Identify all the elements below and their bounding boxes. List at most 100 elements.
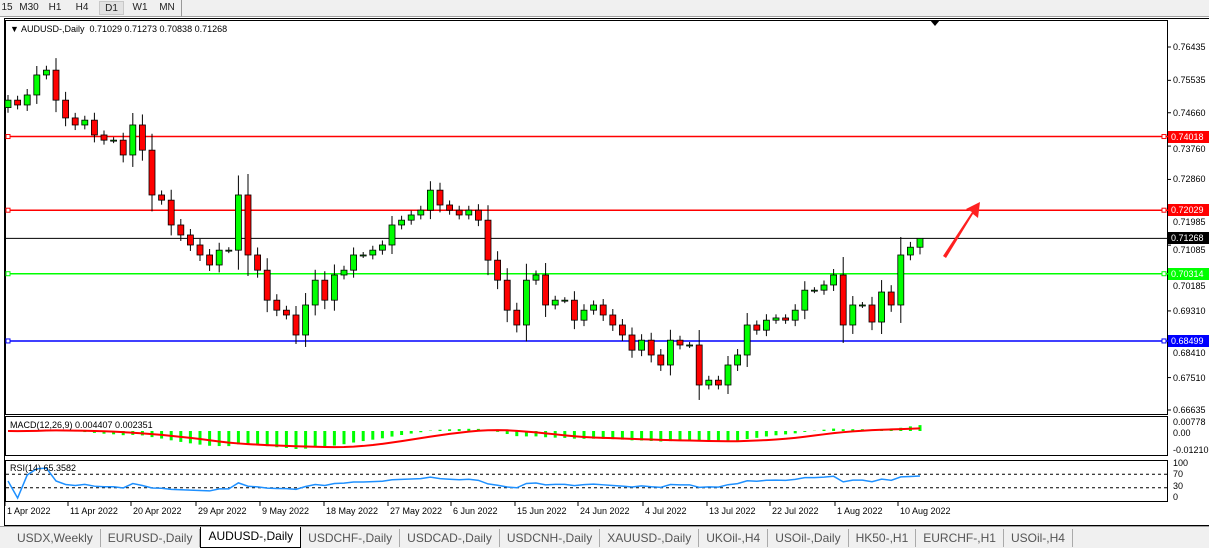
- date-axis-label: 15 Jun 2022: [517, 506, 567, 516]
- tab-hk50-h1[interactable]: HK50-,H1: [849, 529, 917, 547]
- level-anchor-handle: [1161, 134, 1167, 140]
- bullish-candle: [215, 249, 223, 266]
- bearish-candle: [657, 354, 665, 366]
- bullish-candle: [580, 309, 588, 321]
- bullish-candle: [225, 249, 233, 252]
- price-axis-label: 0.66635: [1173, 405, 1206, 415]
- bullish-candle: [686, 344, 693, 347]
- bearish-candle: [628, 334, 636, 351]
- bearish-candle: [282, 309, 290, 316]
- bullish-candle: [801, 289, 809, 311]
- tab-xauusd-daily[interactable]: XAUUSD-,Daily: [600, 529, 700, 547]
- price-axis-label: 0.73760: [1173, 143, 1206, 154]
- price-level-tag: 0.74018: [1168, 130, 1209, 143]
- bullish-candle: [81, 119, 89, 126]
- bearish-candle: [647, 339, 655, 356]
- chart-tabs: USDX,Weekly EURUSD-,Daily AUDUSD-,Daily …: [0, 526, 1209, 548]
- tab-usdchf-daily[interactable]: USDCHF-,Daily: [301, 529, 401, 547]
- timeframe-mn[interactable]: MN: [159, 2, 175, 13]
- bullish-candle: [417, 209, 425, 216]
- timeframe-w1[interactable]: W1: [132, 2, 148, 13]
- rsi-axis-70: 70: [1173, 469, 1184, 479]
- trend-arrow-icon: [943, 202, 980, 258]
- bearish-candle: [177, 224, 185, 236]
- bullish-candle: [551, 299, 559, 306]
- macd-signal-line: [7, 427, 921, 449]
- rsi-axis-30: 30: [1173, 481, 1184, 491]
- price-axis-label: 0.74660: [1173, 107, 1206, 118]
- bearish-candle: [474, 209, 482, 221]
- rsi-label: RSI(14) 65.3582: [10, 463, 77, 473]
- bullish-candle: [523, 279, 530, 326]
- bearish-candle: [62, 99, 69, 119]
- bullish-candle: [590, 304, 597, 311]
- bullish-candle: [763, 319, 770, 331]
- date-axis-label: 27 May 2022: [390, 506, 443, 516]
- price-level-tag: 0.72029: [1168, 204, 1209, 217]
- bearish-candle: [715, 379, 722, 386]
- tab-usdcnh-daily[interactable]: USDCNH-,Daily: [500, 529, 601, 547]
- price-axis-label: 0.71085: [1173, 245, 1206, 256]
- bearish-candle: [244, 194, 252, 256]
- date-axis-label: 9 May 2022: [262, 506, 310, 516]
- bearish-candle: [494, 259, 502, 281]
- main-chart-pane[interactable]: [5, 20, 1168, 415]
- bearish-candle: [158, 194, 166, 201]
- bullish-candle: [110, 139, 117, 142]
- chart-header: ▼ AUDUSD-,Daily 0.71029 0.71273 0.70838 …: [10, 24, 227, 34]
- bullish-candle: [378, 244, 386, 251]
- level-anchor-handle: [1161, 338, 1167, 344]
- bearish-candle: [206, 254, 214, 266]
- bearish-candle: [52, 69, 60, 101]
- timeframe-h1[interactable]: H1: [48, 2, 62, 13]
- chart-window: [4, 18, 1209, 526]
- date-axis-label: 18 May 2022: [326, 506, 379, 516]
- tab-usdcad-daily[interactable]: USDCAD-,Daily: [400, 529, 500, 547]
- bearish-candle: [196, 244, 204, 256]
- timeframe-d1[interactable]: D1: [99, 1, 124, 15]
- bearish-candle: [263, 269, 271, 301]
- tab-ukoil-h4[interactable]: UKOil-,H4: [699, 529, 769, 547]
- bearish-candle: [436, 189, 444, 206]
- bearish-candle: [186, 234, 194, 246]
- bullish-candle: [398, 219, 406, 226]
- level-anchor-handle: [1161, 271, 1167, 277]
- tab-usdx-weekly[interactable]: USDX,Weekly: [10, 529, 101, 547]
- bullish-candle: [734, 354, 741, 366]
- price-axis-label: 0.75535: [1173, 75, 1206, 86]
- date-axis-label: 22 Jul 2022: [772, 506, 819, 516]
- tab-usoil-daily[interactable]: USOil-,Daily: [768, 529, 849, 547]
- timeframe-m30[interactable]: M30: [19, 2, 39, 13]
- timeframe-toolbar: 15 M30 H1 H4 D1 W1 MN: [0, 0, 1209, 17]
- bullish-candle: [407, 214, 415, 221]
- price-axis-label: 0.71985: [1173, 217, 1206, 228]
- price-level-tag: 0.68499: [1168, 334, 1209, 347]
- bullish-candle: [43, 69, 50, 76]
- bullish-candle: [33, 74, 41, 96]
- timeframe-h4[interactable]: H4: [75, 2, 89, 13]
- level-anchor-handle: [5, 338, 11, 344]
- tab-audusd-daily[interactable]: AUDUSD-,Daily: [200, 527, 302, 548]
- tab-eurchf-h1[interactable]: EURCHF-,H1: [916, 529, 1004, 547]
- bullish-candle: [330, 274, 338, 301]
- bearish-candle: [571, 299, 578, 321]
- tab-usoil-h4[interactable]: USOil-,H4: [1004, 529, 1073, 547]
- bullish-candle: [388, 224, 396, 246]
- collapse-triangle-icon[interactable]: ▼: [10, 24, 19, 34]
- rsi-pane[interactable]: [5, 460, 1168, 502]
- bullish-candle: [426, 189, 434, 211]
- price-level-tag: 0.70314: [1168, 267, 1209, 280]
- bullish-candle: [705, 379, 713, 386]
- bearish-candle: [167, 199, 175, 226]
- chart-shift-marker-icon: [930, 20, 940, 26]
- date-axis-label: 6 Jun 2022: [453, 506, 498, 516]
- bullish-candle: [340, 269, 348, 276]
- tab-eurusd-daily[interactable]: EURUSD-,Daily: [101, 529, 201, 547]
- timeframe-m15[interactable]: 15: [1, 2, 13, 13]
- bullish-candle: [302, 304, 310, 336]
- bearish-candle: [91, 119, 98, 136]
- bearish-candle: [513, 309, 521, 326]
- date-axis-label: 13 Jul 2022: [709, 506, 756, 516]
- price-axis-label: 0.69310: [1173, 305, 1206, 316]
- bearish-candle: [619, 324, 626, 336]
